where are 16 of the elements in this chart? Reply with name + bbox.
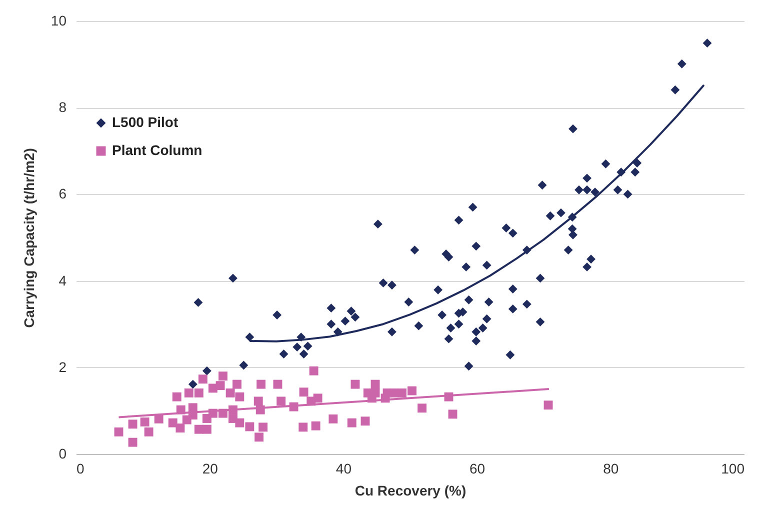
y-axis-title: Carrying Capacity (t/hr/m2): [20, 148, 37, 328]
y-tick-label: 6: [58, 186, 67, 202]
legend-label: Plant Column: [112, 142, 202, 158]
x-tick-label: 100: [721, 460, 745, 476]
x-axis-title: Cu Recovery (%): [354, 482, 466, 498]
legend-label: L500 Pilot: [112, 114, 178, 130]
y-tick-label: 10: [50, 12, 67, 28]
y-tick-label: 2: [58, 358, 67, 375]
y-tick-label: 8: [58, 99, 67, 116]
x-tick-label: 40: [336, 460, 352, 476]
x-tick-label: 20: [202, 460, 218, 476]
y-tick-label: 0: [58, 446, 67, 462]
x-tick-label: 60: [470, 460, 486, 476]
x-tick-label: 80: [603, 460, 619, 476]
x-tick-label: 0: [76, 460, 84, 476]
y-tick-label: 4: [58, 272, 67, 288]
